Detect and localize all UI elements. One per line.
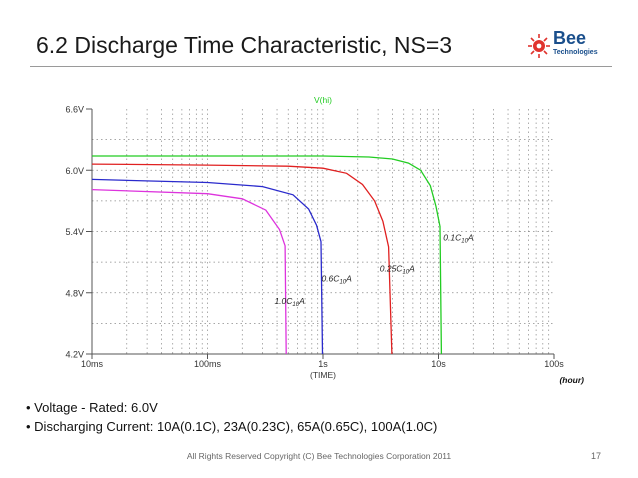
series-label: 0.6C10A	[321, 274, 352, 286]
y-tick-label: 6.6V	[65, 105, 84, 115]
x-tick-label: 100s	[544, 359, 564, 369]
logo-wordmark: Bee	[553, 28, 587, 48]
series-label: 0.1C10A	[443, 233, 474, 245]
y-tick-label: 5.4V	[65, 227, 84, 237]
x-tick-label: 10ms	[81, 359, 104, 369]
series-line	[91, 188, 287, 355]
bee-logo-icon	[528, 34, 550, 58]
y-tick-label: 4.8V	[65, 288, 84, 298]
company-logo: Bee Technologies	[527, 28, 609, 64]
series-line	[92, 155, 443, 355]
footer-copyright: All Rights Reserved Copyright (C) Bee Te…	[186, 451, 452, 461]
bullet-text-voltage: Voltage - Rated: 6.0V	[34, 400, 158, 415]
y-tick-label: 6.0V	[65, 166, 84, 176]
series-label: 1.0C10A	[274, 296, 305, 308]
y-tick-label: 4.2V	[65, 350, 84, 360]
series-line	[91, 178, 324, 355]
bullet-text-current: Discharging Current: 10A(0.1C), 23A(0.23…	[34, 419, 438, 434]
trace-label: V(hi)	[314, 95, 332, 105]
x-axis-label: (TIME)	[310, 370, 336, 380]
bullet-item: • Voltage - Rated: 6.0V	[26, 400, 158, 415]
series-line	[91, 163, 393, 355]
x-tick-label: 10s	[431, 359, 446, 369]
bullet-list: • Voltage - Rated: 6.0V • Discharging Cu…	[26, 400, 437, 438]
bullet-item: • Discharging Current: 10A(0.1C), 23A(0.…	[26, 419, 438, 434]
logo-subtitle: Technologies	[553, 49, 598, 56]
title-divider	[30, 66, 612, 67]
x-tick-label: 1s	[318, 359, 328, 369]
slide-title: 6.2 Discharge Time Characteristic, NS=3	[36, 32, 453, 58]
series-label: 0.25C10A	[380, 263, 415, 275]
x-unit-note: (hour)	[559, 375, 584, 385]
x-tick-label: 100ms	[194, 359, 222, 369]
page-number: 17	[591, 451, 602, 461]
